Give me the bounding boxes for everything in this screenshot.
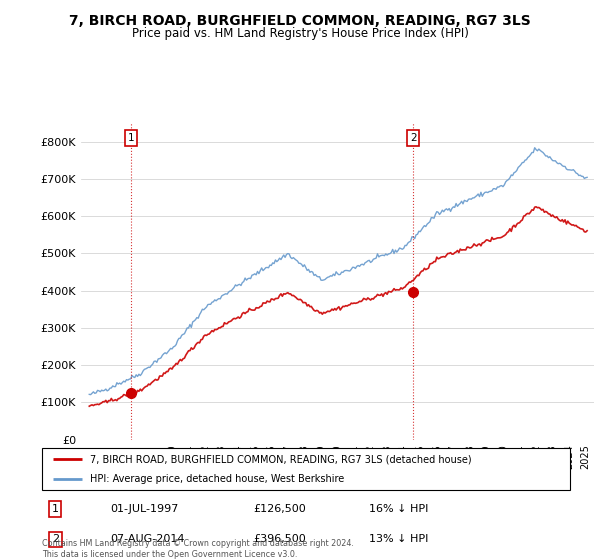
Text: 1: 1 [127, 133, 134, 143]
Text: 7, BIRCH ROAD, BURGHFIELD COMMON, READING, RG7 3LS: 7, BIRCH ROAD, BURGHFIELD COMMON, READIN… [69, 14, 531, 28]
Text: 2: 2 [52, 534, 59, 544]
Text: £396,500: £396,500 [253, 534, 306, 544]
FancyBboxPatch shape [42, 448, 570, 490]
Text: Price paid vs. HM Land Registry's House Price Index (HPI): Price paid vs. HM Land Registry's House … [131, 27, 469, 40]
Text: 2: 2 [410, 133, 416, 143]
Text: 13% ↓ HPI: 13% ↓ HPI [370, 534, 429, 544]
Text: Contains HM Land Registry data © Crown copyright and database right 2024.
This d: Contains HM Land Registry data © Crown c… [42, 539, 354, 559]
Text: 16% ↓ HPI: 16% ↓ HPI [370, 504, 429, 514]
Text: 07-AUG-2014: 07-AUG-2014 [110, 534, 185, 544]
Text: 01-JUL-1997: 01-JUL-1997 [110, 504, 179, 514]
Text: £126,500: £126,500 [253, 504, 306, 514]
Text: HPI: Average price, detached house, West Berkshire: HPI: Average price, detached house, West… [89, 474, 344, 484]
Text: 7, BIRCH ROAD, BURGHFIELD COMMON, READING, RG7 3LS (detached house): 7, BIRCH ROAD, BURGHFIELD COMMON, READIN… [89, 454, 471, 464]
Text: 1: 1 [52, 504, 59, 514]
